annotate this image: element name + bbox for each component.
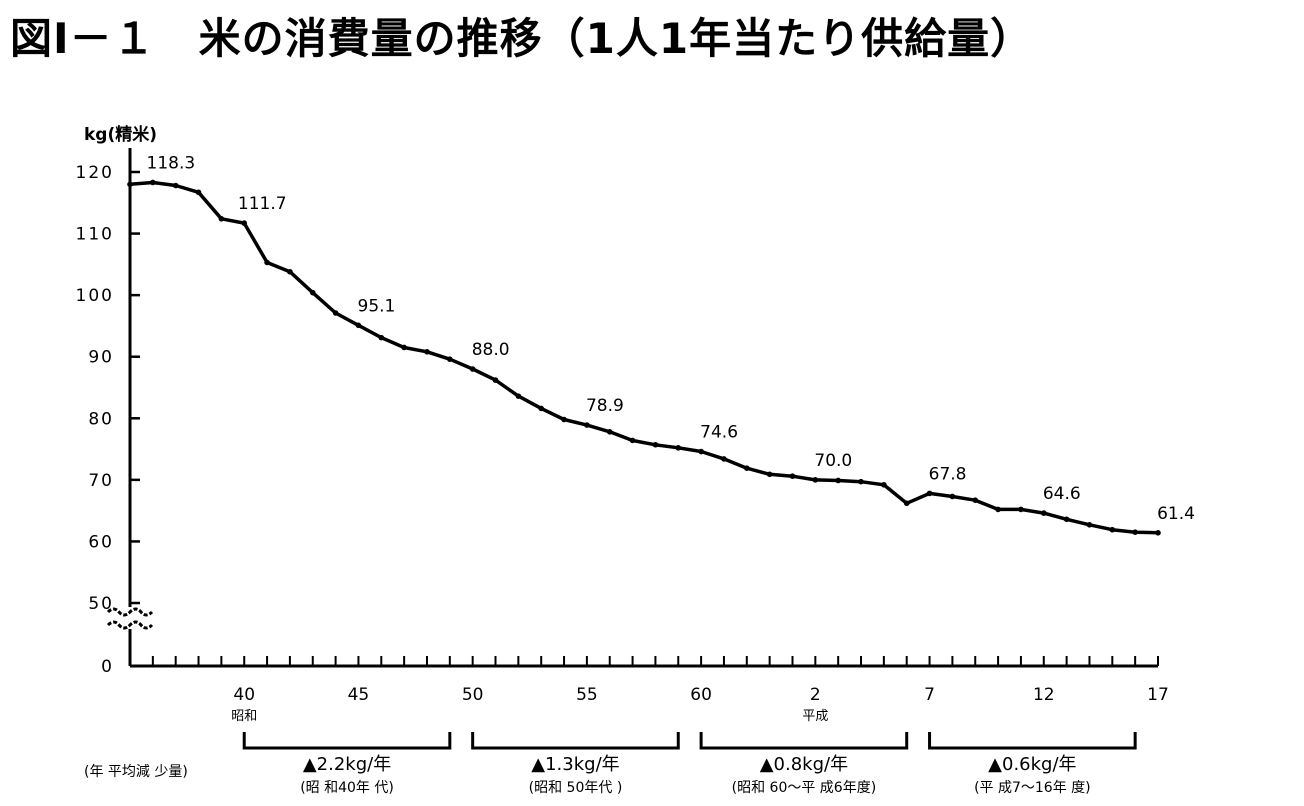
data-marks: 118.3 111.7 95.1 88.0 78.9 74.6 70.0 67.8 64.6 61… — [127, 153, 1195, 536]
data-point — [150, 179, 156, 186]
data-point — [766, 471, 773, 478]
x-tick-label: 17 — [1147, 685, 1169, 705]
y-tick-label: 0 — [101, 657, 114, 677]
y-tick-label: 90 — [88, 348, 114, 368]
data-point — [127, 181, 133, 188]
decrease-period: (昭和 50年代 ) — [529, 780, 623, 796]
data-point — [1086, 522, 1093, 528]
y-axis-label: kg(精米) — [84, 124, 157, 145]
data-point — [1063, 516, 1070, 523]
data-point — [606, 429, 613, 435]
data-point — [447, 356, 453, 362]
data-point — [1018, 506, 1024, 513]
decrease-bracket — [928, 732, 1137, 750]
x-tick-label: 2 — [810, 685, 821, 705]
data-point — [264, 259, 270, 266]
decrease-value: ▲0.8kg/年 — [760, 754, 848, 775]
data-point — [332, 310, 339, 316]
y-tick-label: 110 — [76, 225, 114, 245]
y-tick-label: 60 — [88, 532, 114, 552]
data-point — [195, 189, 202, 196]
data-label: 78.9 — [586, 396, 624, 416]
data-point — [1109, 526, 1116, 533]
decrease-value: ▲2.2kg/年 — [303, 754, 391, 775]
decrease-bracket — [471, 732, 680, 750]
axis-break-mark-top — [106, 607, 154, 617]
data-point — [881, 481, 887, 488]
data-point — [629, 437, 636, 444]
x-era-label: 昭和 — [231, 709, 257, 724]
y-tick-label: 100 — [76, 286, 114, 306]
decrease-period: (平 成7～16年 度) — [974, 780, 1091, 796]
x-tick-label: 55 — [576, 685, 598, 705]
decrease-period: (昭和 60～平 成6年度) — [732, 780, 877, 796]
data-point — [652, 441, 659, 448]
data-label: 111.7 — [238, 194, 287, 214]
data-point — [469, 366, 476, 372]
data-point — [1155, 530, 1161, 536]
data-point — [309, 289, 316, 296]
data-point — [721, 456, 727, 462]
data-point — [675, 445, 682, 451]
series-line — [129, 180, 1159, 535]
data-label: 70.0 — [814, 451, 852, 471]
data-point — [172, 182, 179, 189]
data-point — [949, 493, 956, 500]
data-point — [835, 477, 841, 484]
decrease-period: (昭 和40年 代) — [300, 780, 394, 796]
data-label: 74.6 — [700, 423, 738, 443]
axes: 0 50 60 70 80 90 100 110 120 40 昭和 45 50 55 60 2 平成 7 12 17 — [76, 148, 1169, 724]
data-point — [378, 334, 385, 341]
data-point — [858, 478, 864, 485]
data-point — [401, 344, 407, 351]
data-point — [698, 448, 704, 455]
data-point — [1132, 529, 1138, 535]
data-point — [218, 215, 225, 222]
data-point — [1040, 510, 1047, 516]
x-tick-label: 60 — [690, 685, 712, 705]
data-label: 88.0 — [472, 340, 510, 360]
data-point — [789, 473, 796, 479]
x-era-label: 平成 — [802, 709, 828, 724]
y-tick-label: 120 — [76, 163, 114, 183]
x-tick-label: 12 — [1033, 685, 1055, 705]
data-point — [584, 422, 590, 428]
data-point — [355, 322, 362, 329]
data-point — [515, 393, 522, 399]
chart-title: 図Ⅰ－１ 米の消費量の推移（1人1年当たり供給量） — [10, 14, 1034, 63]
data-point — [812, 477, 819, 483]
data-point — [287, 268, 293, 275]
x-tick-label: 50 — [462, 685, 484, 705]
decrease-bracket — [699, 732, 909, 750]
y-tick-label: 50 — [88, 594, 114, 614]
data-label: 118.3 — [147, 153, 196, 173]
x-tick-label: 7 — [924, 685, 935, 705]
data-point — [538, 405, 544, 412]
decrease-value: ▲1.3kg/年 — [531, 754, 619, 775]
y-tick-label: 70 — [88, 471, 114, 491]
data-point — [424, 348, 430, 355]
data-label: 64.6 — [1043, 484, 1081, 504]
decrease-bracket — [242, 732, 452, 750]
data-point — [744, 465, 750, 471]
data-point — [972, 497, 979, 503]
data-point — [561, 416, 567, 423]
annual-decrease-brackets: ▲2.2kg/年 (昭 和40年 代) ▲1.3kg/年 (昭和 50年代 ) ▲0.8… — [242, 732, 1137, 796]
data-point — [995, 506, 1001, 513]
data-point — [926, 490, 933, 497]
x-tick-label: 40 — [233, 685, 255, 705]
data-point — [241, 220, 248, 226]
data-label: 67.8 — [929, 464, 967, 484]
y-tick-label: 80 — [88, 409, 114, 429]
decrease-value: ▲0.6kg/年 — [988, 754, 1076, 775]
annual-decrease-caption: (年 平均減 少量) — [84, 763, 188, 780]
axis-break-mark-bottom — [106, 620, 154, 630]
data-label: 95.1 — [358, 296, 396, 316]
data-point — [903, 500, 910, 507]
data-label: 61.4 — [1157, 504, 1195, 524]
data-point — [492, 377, 499, 383]
x-tick-label: 45 — [348, 685, 370, 705]
